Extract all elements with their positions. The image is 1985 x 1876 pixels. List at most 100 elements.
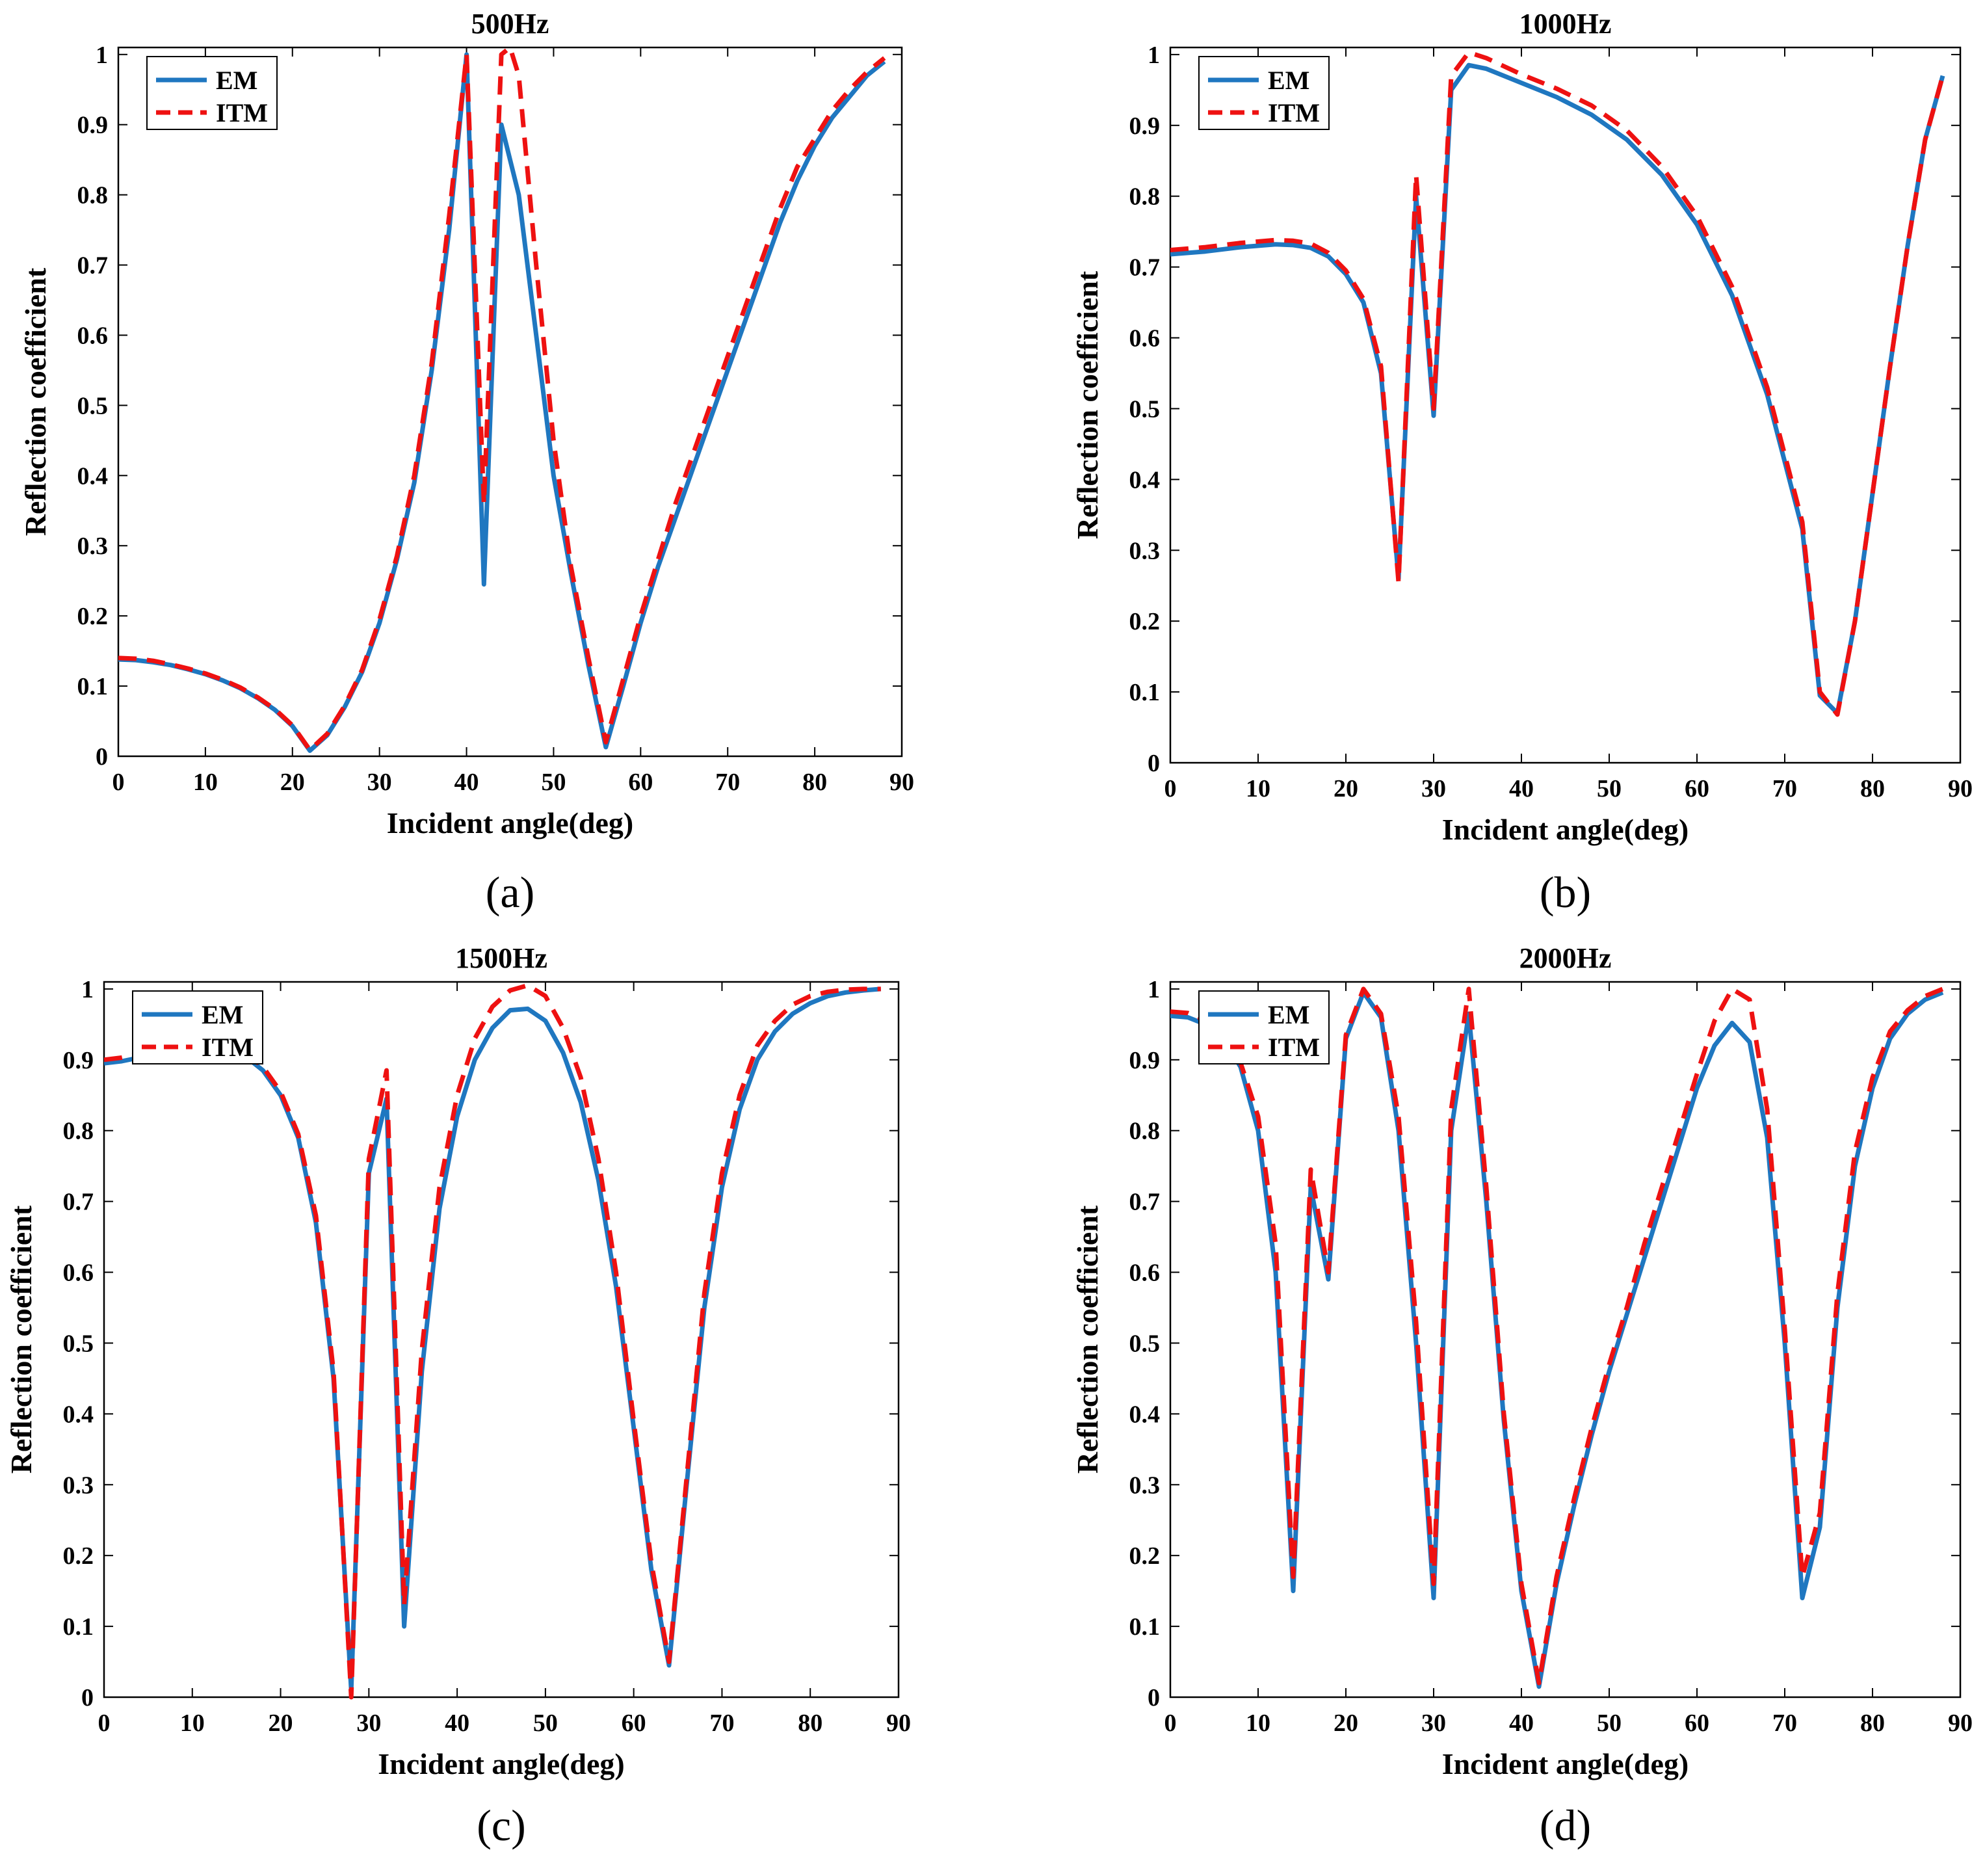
x-tick-label: 90 — [1948, 775, 1973, 802]
chart-panel-2: 0 10 20 30 40 50 60 70 80 90 0 0.1 0.2 0.3 0.4 0.5 0.6 0.… — [5, 942, 911, 1850]
y-tick-label: 1 — [81, 976, 94, 1003]
y-tick-label: 0.8 — [63, 1118, 94, 1145]
panel-caption: (c) — [477, 1801, 525, 1850]
x-axis-label: Incident angle(deg) — [1442, 1747, 1689, 1780]
legend: EM ITM — [1198, 990, 1330, 1064]
chart-title: 500Hz — [471, 8, 549, 40]
legend-label-itm: ITM — [1268, 98, 1320, 127]
x-tick-label: 60 — [622, 1710, 646, 1737]
legend-label-em: EM — [216, 66, 257, 95]
legend-label-em: EM — [202, 1000, 243, 1029]
y-tick-label: 0.6 — [1129, 1260, 1161, 1287]
y-tick-label: 0.6 — [1129, 325, 1161, 352]
y-tick-label: 0.9 — [1129, 112, 1161, 140]
x-axis-label: Incident angle(deg) — [378, 1747, 625, 1780]
y-tick-label: 0.1 — [77, 673, 109, 700]
x-tick-label: 60 — [628, 769, 653, 796]
x-tick-label: 40 — [445, 1710, 469, 1737]
y-tick-label: 0.4 — [63, 1401, 94, 1428]
y-tick-label: 0.2 — [63, 1542, 94, 1570]
chart-title: 1500Hz — [455, 942, 547, 974]
y-tick-label: 0 — [1148, 1684, 1160, 1711]
y-tick-label: 0.2 — [77, 603, 109, 630]
x-tick-label: 70 — [1772, 1710, 1797, 1737]
plot-area — [103, 981, 900, 1698]
x-tick-label: 10 — [1246, 775, 1270, 802]
legend: EM ITM — [132, 990, 263, 1064]
chart-title: 2000Hz — [1519, 942, 1612, 974]
plot-area — [1169, 981, 1962, 1698]
y-tick-label: 0.1 — [1129, 679, 1161, 706]
x-tick-label: 30 — [1421, 1710, 1446, 1737]
y-axis-label: Reflection coefficient — [19, 267, 52, 536]
y-axis-label: Reflection coefficient — [1071, 271, 1104, 539]
y-tick-label: 0.3 — [63, 1472, 94, 1499]
y-tick-label: 0 — [81, 1684, 94, 1711]
y-tick-label: 0.3 — [1129, 537, 1161, 564]
y-tick-label: 0.1 — [1129, 1613, 1161, 1641]
y-tick-label: 0.4 — [77, 462, 109, 490]
y-tick-label: 0.9 — [63, 1047, 94, 1074]
x-tick-label: 40 — [1509, 1710, 1534, 1737]
x-tick-label: 70 — [709, 1710, 734, 1737]
x-tick-label: 20 — [1334, 1710, 1358, 1737]
y-tick-label: 0 — [1148, 750, 1160, 777]
y-tick-label: 0.3 — [77, 533, 109, 560]
x-tick-label: 0 — [98, 1710, 111, 1737]
y-tick-label: 0.6 — [77, 322, 109, 349]
y-tick-label: 0.4 — [1129, 1401, 1161, 1428]
series-line-itm — [118, 45, 886, 752]
x-tick-label: 10 — [193, 769, 218, 796]
y-tick-label: 0.7 — [77, 252, 109, 280]
series-line-em — [104, 986, 882, 1693]
y-tick-label: 1 — [1148, 976, 1160, 1003]
x-tick-label: 0 — [1164, 775, 1177, 802]
x-tick-label: 0 — [1164, 1710, 1177, 1737]
y-tick-label: 0.8 — [1129, 1118, 1161, 1145]
y-axis-label: Reflection coefficient — [1071, 1205, 1104, 1473]
chart-title: 1000Hz — [1519, 8, 1612, 40]
legend: EM ITM — [146, 56, 278, 130]
y-tick-label: 0.5 — [77, 392, 109, 419]
legend-box — [1198, 56, 1330, 130]
legend-label-em: EM — [1268, 66, 1309, 95]
panel-caption: (b) — [1540, 867, 1591, 917]
series-group — [1170, 50, 1945, 717]
x-tick-label: 30 — [1421, 775, 1446, 802]
y-tick-label: 0.6 — [63, 1260, 94, 1287]
plot-area — [1169, 46, 1962, 764]
y-tick-label: 0.5 — [63, 1330, 94, 1357]
y-tick-label: 1 — [1148, 42, 1160, 69]
x-axis-label: Incident angle(deg) — [387, 806, 634, 839]
legend-label-em: EM — [1268, 1000, 1309, 1029]
y-tick-label: 0.2 — [1129, 608, 1161, 635]
y-tick-label: 1 — [96, 42, 108, 69]
series-line-em — [118, 52, 886, 753]
chart-panel-3: 0 10 20 30 40 50 60 70 80 90 0 0.1 0.2 0.3 0.4 0.5 0.6 0.… — [1071, 942, 1973, 1850]
y-tick-label: 0.7 — [1129, 1189, 1161, 1216]
x-tick-label: 80 — [798, 1710, 822, 1737]
x-tick-label: 90 — [886, 1710, 911, 1737]
panel-caption: (d) — [1540, 1801, 1591, 1850]
x-tick-label: 40 — [454, 769, 479, 796]
x-tick-label: 80 — [802, 769, 827, 796]
legend-box — [146, 56, 278, 130]
y-tick-label: 0.1 — [63, 1613, 94, 1641]
y-tick-label: 0.8 — [77, 182, 109, 209]
x-tick-label: 40 — [1509, 775, 1534, 802]
x-tick-label: 50 — [1597, 1710, 1622, 1737]
x-tick-label: 20 — [280, 769, 305, 796]
series-group — [1170, 986, 1944, 1689]
x-tick-label: 20 — [269, 1710, 293, 1737]
plot-area — [117, 46, 903, 758]
x-axis-label: Incident angle(deg) — [1442, 813, 1689, 846]
x-tick-label: 30 — [356, 1710, 381, 1737]
x-tick-label: 70 — [1772, 775, 1797, 802]
y-tick-label: 0.8 — [1129, 183, 1161, 211]
series-group — [104, 983, 882, 1700]
x-tick-label: 60 — [1685, 1710, 1709, 1737]
x-tick-label: 0 — [112, 769, 125, 796]
series-line-em — [1170, 62, 1945, 716]
x-tick-label: 80 — [1860, 775, 1885, 802]
